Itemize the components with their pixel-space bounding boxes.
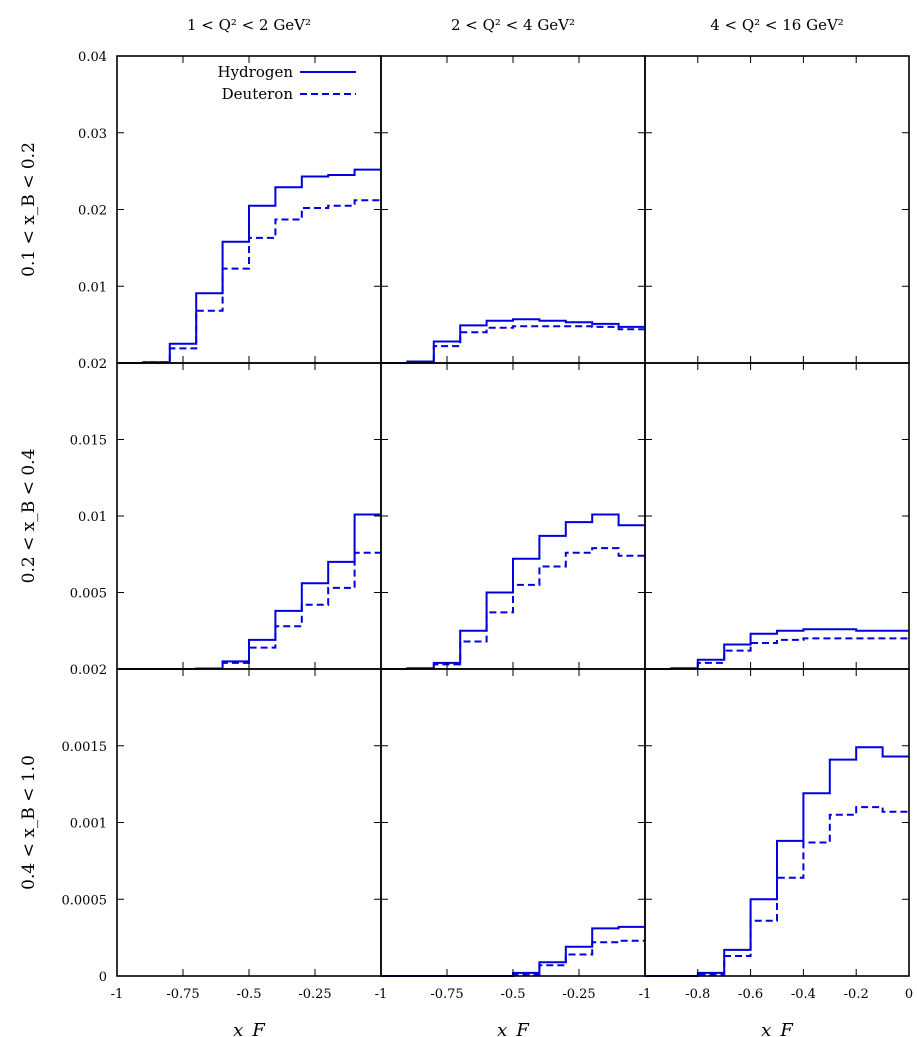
panel-frame-r2-c2 <box>644 668 910 977</box>
xtick-label-c0-3: -0.25 <box>298 987 331 1002</box>
ytick-label-r0-0: 0.02 <box>78 357 107 372</box>
plot-layer <box>117 168 909 977</box>
hydrogen-histogram-r2-c2 <box>645 746 909 977</box>
row-label-2: 0.4 < x_B < 1.0 <box>19 755 39 890</box>
legend-label-0: Hydrogen <box>218 63 294 81</box>
xtick-label-c2-4: -0.2 <box>844 987 869 1002</box>
deuteron-histogram-r1-c1 <box>381 547 645 670</box>
deuteron-histogram-r0-c1 <box>381 325 645 364</box>
xtick-label-c1-3: -0.25 <box>562 987 595 1002</box>
xtick-label-c1-0: -1 <box>375 987 388 1002</box>
xtick-label-c0-2: -0.5 <box>236 987 261 1002</box>
deuteron-histogram-r1-c0 <box>117 551 381 670</box>
hydrogen-histogram-r0-c0 <box>117 168 381 364</box>
panel-frame-r1-c2 <box>644 362 910 670</box>
panel-frame-r2-c0 <box>116 668 382 977</box>
panel-frame-r2-c1 <box>380 668 646 977</box>
xtick-label-c2-5: 0 <box>905 987 913 1002</box>
column-title-2: 4 < Q² < 16 GeV² <box>710 16 844 34</box>
ytick-label-r0-2: 0.02 <box>78 204 107 219</box>
hydrogen-histogram-r2-c1 <box>381 925 645 977</box>
hydrogen-histogram-r1-c1 <box>381 513 645 670</box>
ytick-label-r2-1: 0.0005 <box>62 893 108 908</box>
ytick-label-r2-3: 0.0015 <box>62 740 108 755</box>
ytick-label-r1-1: 0.005 <box>70 587 107 602</box>
ytick-label-r0-4: 0.04 <box>78 50 107 65</box>
xtick-label-c2-0: -1 <box>639 987 652 1002</box>
ytick-label-r1-2: 0.01 <box>78 510 107 525</box>
panel-frame-r1-c1 <box>380 362 646 670</box>
xtick-label-c2-1: -0.8 <box>685 987 710 1002</box>
frame-layer <box>116 55 910 977</box>
xtick-label-c2-2: -0.6 <box>738 987 763 1002</box>
ytick-label-r1-0: 0.002 <box>70 663 107 678</box>
ytick-label-r2-2: 0.001 <box>70 817 107 832</box>
x-axis-label-c2: x_F <box>761 1020 794 1037</box>
deuteron-histogram-r1-c2 <box>645 637 909 670</box>
ytick-label-r2-0: 0 <box>99 970 107 985</box>
hydrogen-histogram-r1-c2 <box>645 628 909 670</box>
hydrogen-histogram-r1-c0 <box>117 513 381 670</box>
deuteron-histogram-r2-c2 <box>645 806 909 977</box>
column-title-1: 2 < Q² < 4 GeV² <box>451 16 575 34</box>
xtick-label-c2-3: -0.4 <box>791 987 816 1002</box>
ytick-label-r0-1: 0.01 <box>78 280 107 295</box>
row-label-1: 0.2 < x_B < 0.4 <box>19 449 39 584</box>
row-label-0: 0.1 < x_B < 0.2 <box>19 142 39 277</box>
panel-frame-r1-c0 <box>116 362 382 670</box>
xtick-label-c0-0: -1 <box>111 987 124 1002</box>
xtick-label-c1-2: -0.5 <box>500 987 525 1002</box>
deuteron-histogram-r0-c0 <box>117 199 381 364</box>
x-axis-label-c1: x_F <box>497 1020 530 1037</box>
x-axis-label-c0: x_F <box>233 1020 266 1037</box>
ytick-label-r0-3: 0.03 <box>78 127 107 142</box>
xtick-label-c0-1: -0.75 <box>166 987 199 1002</box>
label-layer: 0.02 0.01 0.02 0.03 0.04 0.002 0.005 0.01 0.015 0… <box>19 16 913 1037</box>
legend-label-1: Deuteron <box>222 85 294 103</box>
xtick-label-c1-1: -0.75 <box>430 987 463 1002</box>
column-title-0: 1 < Q² < 2 GeV² <box>187 16 311 34</box>
panel-frame-r0-c1 <box>380 55 646 364</box>
ytick-label-r1-3: 0.015 <box>70 434 107 449</box>
panel-frame-r0-c2 <box>644 55 910 364</box>
